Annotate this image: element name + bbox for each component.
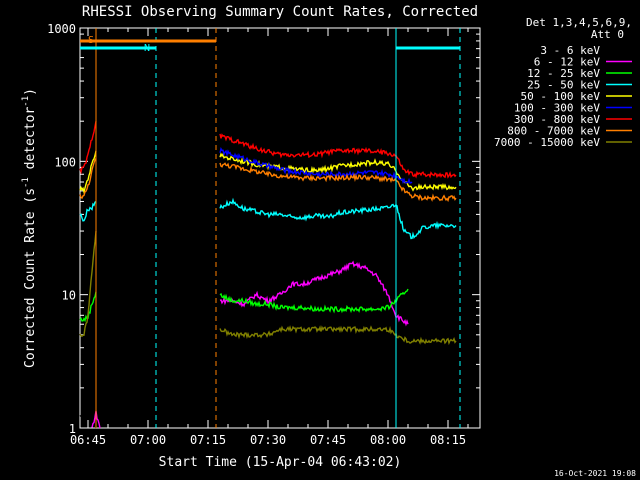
series-line bbox=[219, 147, 413, 185]
legend-header: Att 0 bbox=[591, 28, 624, 41]
series-3-6-kev bbox=[79, 266, 409, 429]
x-tick-label: 07:00 bbox=[130, 433, 166, 447]
y-axis-label-end: ) bbox=[23, 88, 38, 96]
legend-entry-label: 300 - 800 keV bbox=[514, 113, 600, 126]
legend-entry-label: 25 - 50 keV bbox=[527, 79, 600, 92]
y-tick-label: 1 bbox=[69, 422, 76, 436]
x-tick-label: 08:00 bbox=[370, 433, 406, 447]
y-tick-labels: 1 10 100 1000 bbox=[47, 22, 76, 436]
series-line bbox=[219, 325, 457, 346]
y-axis-label-mid: detector bbox=[23, 107, 38, 178]
legend-entry-label: 50 - 100 keV bbox=[521, 90, 601, 103]
series-line bbox=[219, 266, 409, 405]
series-line bbox=[219, 162, 457, 203]
x-axis-label: Start Time (15-Apr-04 06:43:02) bbox=[159, 455, 402, 470]
series-line bbox=[219, 133, 457, 179]
series-line bbox=[219, 260, 409, 327]
series-line bbox=[219, 197, 457, 240]
series-300-800-kev bbox=[79, 121, 457, 179]
legend-entry-label: 12 - 25 keV bbox=[527, 67, 600, 80]
series-100-300-kev bbox=[219, 147, 413, 185]
series-line bbox=[79, 200, 97, 222]
state-bar-label: N bbox=[144, 43, 150, 54]
y-axis-label-sup2: -1 bbox=[21, 96, 31, 107]
state-bar-label: S bbox=[88, 35, 94, 46]
series-line bbox=[79, 121, 97, 175]
y-axis-label-sup1: -1 bbox=[21, 177, 31, 188]
series-25-50-kev bbox=[79, 197, 457, 240]
y-axis-label: Corrected Count Rate (s-1 detector-1) bbox=[21, 88, 38, 368]
series-line bbox=[219, 288, 409, 314]
x-tick-label: 07:30 bbox=[250, 433, 286, 447]
footer-timestamp: 16-Oct-2021 19:08 bbox=[554, 469, 636, 478]
x-tick-label: 06:45 bbox=[70, 433, 106, 447]
series-layer bbox=[79, 121, 457, 429]
vertical-markers bbox=[95, 28, 461, 428]
y-tick-label: 100 bbox=[54, 155, 76, 169]
series-line bbox=[79, 231, 97, 337]
x-tick-label: 07:15 bbox=[190, 433, 226, 447]
legend-header: Det 1,3,4,5,6,9, bbox=[526, 16, 632, 29]
x-tick-label: 07:45 bbox=[310, 433, 346, 447]
legend-entry-label: 7000 - 15000 keV bbox=[494, 136, 600, 149]
state-bars: SN bbox=[80, 35, 460, 54]
series-line bbox=[79, 150, 97, 195]
series-line bbox=[79, 401, 97, 429]
plot-frame bbox=[79, 27, 481, 429]
series-800-7000-kev bbox=[79, 158, 457, 203]
legend-entry-label: 3 - 6 keV bbox=[540, 44, 600, 57]
chart-title: RHESSI Observing Summary Count Rates, Co… bbox=[82, 4, 478, 20]
series-7000-15000-kev bbox=[79, 231, 457, 346]
axis-ticks bbox=[80, 28, 480, 429]
y-tick-label: 1000 bbox=[47, 22, 76, 36]
x-tick-labels: 06:45 07:00 07:15 07:30 07:45 08:00 08:15 bbox=[70, 433, 466, 447]
y-axis-label-main: Corrected Count Rate (s bbox=[23, 188, 38, 368]
legend-entry-label: 100 - 300 keV bbox=[514, 102, 600, 115]
legend-entry-label: 6 - 12 keV bbox=[534, 56, 601, 69]
legend-entry-label: 800 - 7000 keV bbox=[507, 125, 600, 138]
x-tick-label: 08:15 bbox=[430, 433, 466, 447]
series-line bbox=[79, 158, 97, 199]
y-tick-label: 10 bbox=[62, 289, 76, 303]
